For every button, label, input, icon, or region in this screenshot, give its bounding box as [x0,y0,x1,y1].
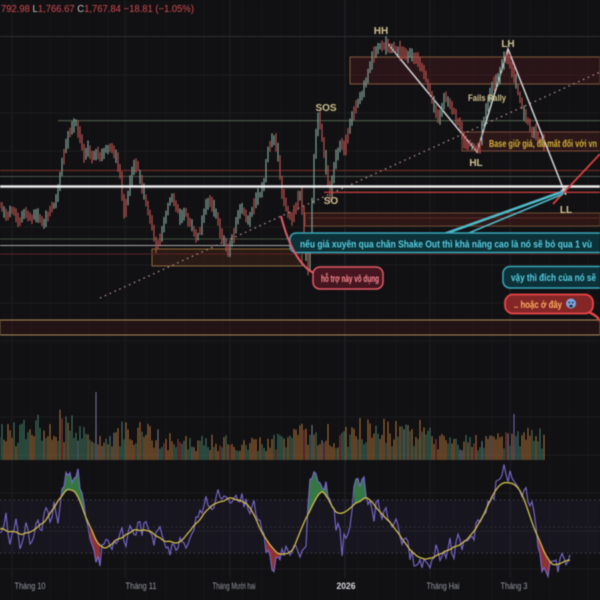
svg-text:vậy thì đích của nó sẽ: vậy thì đích của nó sẽ [511,273,596,284]
svg-text:LH: LH [501,39,514,50]
svg-text:Tháng 3: Tháng 3 [501,581,528,591]
svg-text:hỗ trợ này vô dụng: hỗ trợ này vô dụng [321,272,379,285]
svg-text:Base giữ giá, đã mất đối với v: Base giữ giá, đã mất đối với vn [489,138,597,150]
svg-text:2026: 2026 [337,581,356,592]
svg-text:LL: LL [560,205,572,216]
svg-text:HH: HH [374,26,388,37]
svg-text:.. hoặc ở đây: .. hoặc ở đây [514,300,562,311]
svg-text:nếu giá xuyên qua chân Shake O: nếu giá xuyên qua chân Shake Out thì khả… [300,239,592,251]
svg-text:Tháng Hai: Tháng Hai [427,581,460,591]
svg-text:HL: HL [469,158,482,169]
svg-text:Tháng 10: Tháng 10 [15,581,46,591]
svg-text:Tháng 11: Tháng 11 [126,581,157,591]
svg-text:Fails Rally: Fails Rally [468,93,506,103]
svg-text:792.98 L1,766.67 C1,767.84 −18: 792.98 L1,766.67 C1,767.84 −18.81 (−1.05… [1,4,194,15]
svg-text:SOS: SOS [315,103,336,114]
svg-text:SO: SO [324,196,339,207]
svg-text:Tháng Mười hai: Tháng Mười hai [213,581,256,591]
